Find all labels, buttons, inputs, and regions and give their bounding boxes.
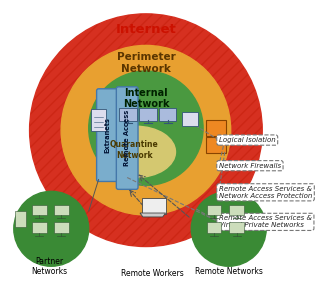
Ellipse shape bbox=[97, 126, 175, 177]
Circle shape bbox=[191, 191, 266, 266]
FancyBboxPatch shape bbox=[32, 205, 47, 215]
FancyBboxPatch shape bbox=[182, 112, 198, 126]
FancyBboxPatch shape bbox=[91, 109, 106, 131]
Text: Internal
Network: Internal Network bbox=[123, 88, 169, 109]
Text: Remote Access: Remote Access bbox=[124, 110, 130, 166]
Text: Quarantine
Network: Quarantine Network bbox=[110, 140, 159, 160]
Text: Network Firewalls: Network Firewalls bbox=[219, 163, 281, 169]
FancyBboxPatch shape bbox=[54, 222, 69, 233]
FancyBboxPatch shape bbox=[119, 107, 137, 121]
Text: Partner
Networks: Partner Networks bbox=[31, 257, 67, 276]
FancyBboxPatch shape bbox=[15, 211, 26, 227]
Text: Remote Workers: Remote Workers bbox=[121, 269, 184, 278]
Circle shape bbox=[30, 14, 262, 247]
FancyBboxPatch shape bbox=[229, 222, 244, 233]
Text: Logical Isolation: Logical Isolation bbox=[219, 137, 276, 143]
FancyBboxPatch shape bbox=[207, 222, 221, 233]
Polygon shape bbox=[140, 213, 166, 217]
FancyBboxPatch shape bbox=[207, 205, 221, 215]
Circle shape bbox=[14, 191, 89, 266]
FancyBboxPatch shape bbox=[97, 89, 118, 181]
Text: Remote Access Services &
Network Access Protection: Remote Access Services & Network Access … bbox=[219, 186, 312, 199]
Text: Extranets: Extranets bbox=[104, 117, 111, 153]
FancyBboxPatch shape bbox=[116, 87, 138, 189]
FancyBboxPatch shape bbox=[142, 198, 166, 214]
FancyBboxPatch shape bbox=[32, 222, 47, 233]
Text: Remote Access Services &
Virtual Private Networks: Remote Access Services & Virtual Private… bbox=[219, 215, 312, 228]
Text: Remote Networks: Remote Networks bbox=[195, 267, 263, 276]
FancyBboxPatch shape bbox=[206, 120, 226, 136]
FancyBboxPatch shape bbox=[229, 205, 244, 215]
FancyBboxPatch shape bbox=[54, 205, 69, 215]
Text: Perimeter
Network: Perimeter Network bbox=[117, 52, 175, 74]
FancyBboxPatch shape bbox=[206, 137, 226, 153]
Text: Internet: Internet bbox=[116, 23, 176, 36]
Circle shape bbox=[61, 46, 231, 215]
Circle shape bbox=[89, 71, 203, 185]
FancyBboxPatch shape bbox=[139, 107, 157, 121]
FancyBboxPatch shape bbox=[159, 107, 176, 121]
